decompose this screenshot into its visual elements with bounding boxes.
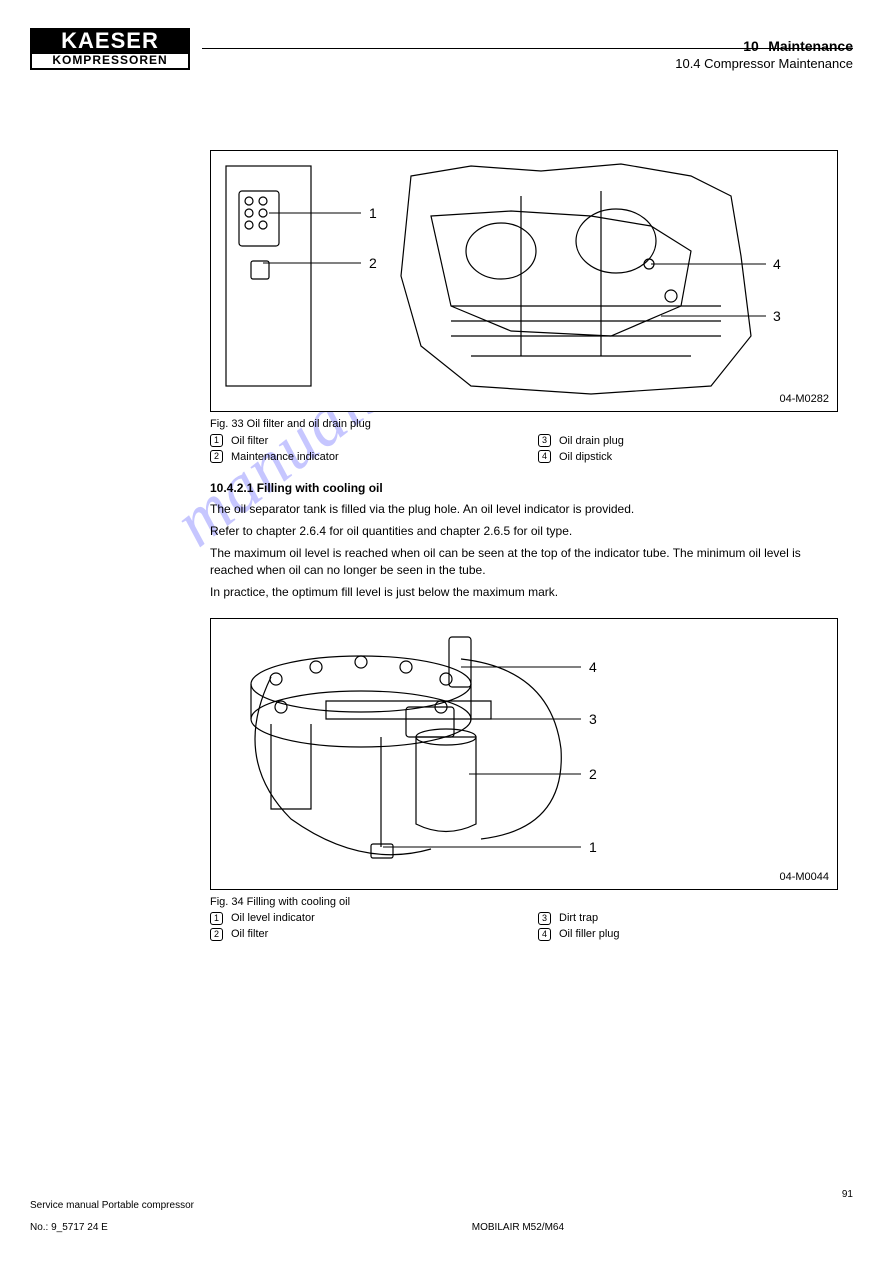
legend-col: 3 Dirt trap 4 Oil filler plug xyxy=(538,912,620,941)
fig33-legend: 1 Oil filter 2 Maintenance indicator 3 O… xyxy=(210,434,843,463)
legend-marker: 3 xyxy=(538,434,551,447)
body-p1: The oil separator tank is filled via the… xyxy=(210,501,843,517)
body-p4: In practice, the optimum fill level is j… xyxy=(210,584,843,600)
footer-left-line2: No.: 9_5717 24 E xyxy=(30,1222,108,1233)
figure-34-box: 4 3 2 1 04-M0044 xyxy=(210,618,838,890)
legend-text: Oil dipstick xyxy=(559,451,612,463)
legend-row: 3 Dirt trap xyxy=(538,912,620,925)
footer-page-number: 91 xyxy=(842,1189,853,1233)
legend-col: 1 Oil filter 2 Maintenance indicator xyxy=(210,434,538,463)
fig34-caption: Fig. 34 Filling with cooling oil xyxy=(210,896,843,908)
body-p2: Refer to chapter 2.6.4 for oil quantitie… xyxy=(210,523,843,539)
legend-row: 1 Oil filter xyxy=(210,434,538,447)
legend-text: Oil level indicator xyxy=(231,912,315,924)
legend-text: Oil drain plug xyxy=(559,435,624,447)
legend-text: Oil filter xyxy=(231,435,268,447)
legend-text: Oil filter xyxy=(231,928,268,940)
legend-marker: 1 xyxy=(210,912,223,925)
legend-marker: 4 xyxy=(538,928,551,941)
legend-row: 2 Maintenance indicator xyxy=(210,450,538,463)
brand-name: KAESER xyxy=(30,28,190,54)
fig34-callouts-svg xyxy=(211,619,839,891)
figure-33-box: 1 2 4 3 04-M0282 xyxy=(210,150,838,412)
fig33-id: 04-M0282 xyxy=(779,393,829,405)
legend-row: 4 Oil filler plug xyxy=(538,928,620,941)
fig33-callout-2: 2 xyxy=(369,255,377,271)
brand-logo: KAESER KOMPRESSOREN xyxy=(30,28,190,70)
legend-row: 1 Oil level indicator xyxy=(210,912,538,925)
footer-center: MOBILAIR M52/M64 xyxy=(472,1222,564,1233)
fig34-callout-1: 1 xyxy=(589,839,597,855)
fig33-callouts-svg xyxy=(211,151,839,413)
brand-subtitle: KOMPRESSOREN xyxy=(30,54,190,70)
legend-col: 1 Oil level indicator 2 Oil filter xyxy=(210,912,538,941)
subheading-10-4-2-1: 10.4.2.1 Filling with cooling oil xyxy=(210,481,843,495)
page-footer: Service manual Portable compressor No.: … xyxy=(30,1189,853,1233)
fig33-callout-1: 1 xyxy=(369,205,377,221)
header-section: 10 Maintenance 10.4 Compressor Maintenan… xyxy=(675,38,853,71)
fig34-id: 04-M0044 xyxy=(779,871,829,883)
page-content: 1 2 4 3 04-M0282 Fig. 33 Oil filter and … xyxy=(210,150,843,959)
section-title: Maintenance xyxy=(768,38,853,54)
legend-marker: 2 xyxy=(210,450,223,463)
legend-marker: 4 xyxy=(538,450,551,463)
body-p3: The maximum oil level is reached when oi… xyxy=(210,545,843,577)
fig33-caption: Fig. 33 Oil filter and oil drain plug xyxy=(210,418,843,430)
legend-col: 3 Oil drain plug 4 Oil dipstick xyxy=(538,434,624,463)
legend-row: 4 Oil dipstick xyxy=(538,450,624,463)
fig34-callout-3: 3 xyxy=(589,711,597,727)
fig33-callout-3: 3 xyxy=(773,308,781,324)
legend-marker: 1 xyxy=(210,434,223,447)
legend-row: 3 Oil drain plug xyxy=(538,434,624,447)
section-number: 10 xyxy=(743,38,759,54)
footer-left-line1: Service manual Portable compressor xyxy=(30,1200,194,1211)
fig34-callout-2: 2 xyxy=(589,766,597,782)
legend-text: Oil filler plug xyxy=(559,928,620,940)
footer-left: Service manual Portable compressor No.: … xyxy=(30,1189,194,1233)
legend-marker: 2 xyxy=(210,928,223,941)
legend-marker: 3 xyxy=(538,912,551,925)
subsection-title: 10.4 Compressor Maintenance xyxy=(675,56,853,71)
legend-text: Dirt trap xyxy=(559,912,598,924)
legend-text: Maintenance indicator xyxy=(231,451,339,463)
fig33-callout-4: 4 xyxy=(773,256,781,272)
fig34-callout-4: 4 xyxy=(589,659,597,675)
legend-row: 2 Oil filter xyxy=(210,928,538,941)
fig34-legend: 1 Oil level indicator 2 Oil filter 3 Dir… xyxy=(210,912,843,941)
